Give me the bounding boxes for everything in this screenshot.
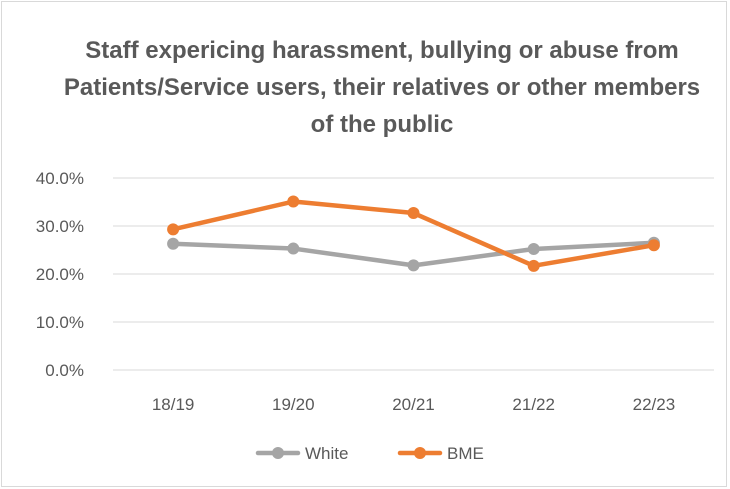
series-group (167, 195, 660, 272)
y-tick-label: 20.0% (36, 265, 84, 284)
data-point-white (167, 237, 180, 250)
x-tick-label: 20/21 (392, 395, 435, 414)
y-tick-label: 0.0% (45, 361, 84, 380)
data-point-white (287, 242, 300, 255)
data-point-bme (287, 195, 300, 208)
x-tick-label: 21/22 (512, 395, 555, 414)
legend-marker-bme (414, 447, 426, 459)
gridlines (113, 177, 714, 371)
y-tick-label: 40.0% (36, 169, 84, 188)
x-tick-label: 19/20 (272, 395, 315, 414)
x-tick-label: 18/19 (152, 395, 195, 414)
legend-label-bme: BME (447, 444, 484, 463)
chart-title: Staff expericing harassment, bullying or… (63, 37, 701, 138)
x-tick-label: 22/23 (633, 395, 676, 414)
y-tick-label: 30.0% (36, 217, 84, 236)
y-tick-label: 10.0% (36, 313, 84, 332)
data-point-bme (167, 223, 180, 236)
data-point-white (407, 259, 420, 272)
y-axis-ticks: 0.0% 10.0% 20.0% 30.0% 40.0% (36, 169, 84, 380)
x-axis-ticks: 18/19 19/20 20/21 21/22 22/23 (152, 395, 675, 414)
data-point-white (527, 243, 540, 256)
legend-label-white: White (305, 444, 348, 463)
legend: White BME (255, 444, 484, 463)
data-point-bme (527, 259, 540, 272)
legend-marker-white (272, 447, 284, 459)
data-point-bme (647, 239, 660, 252)
data-point-bme (407, 207, 420, 220)
